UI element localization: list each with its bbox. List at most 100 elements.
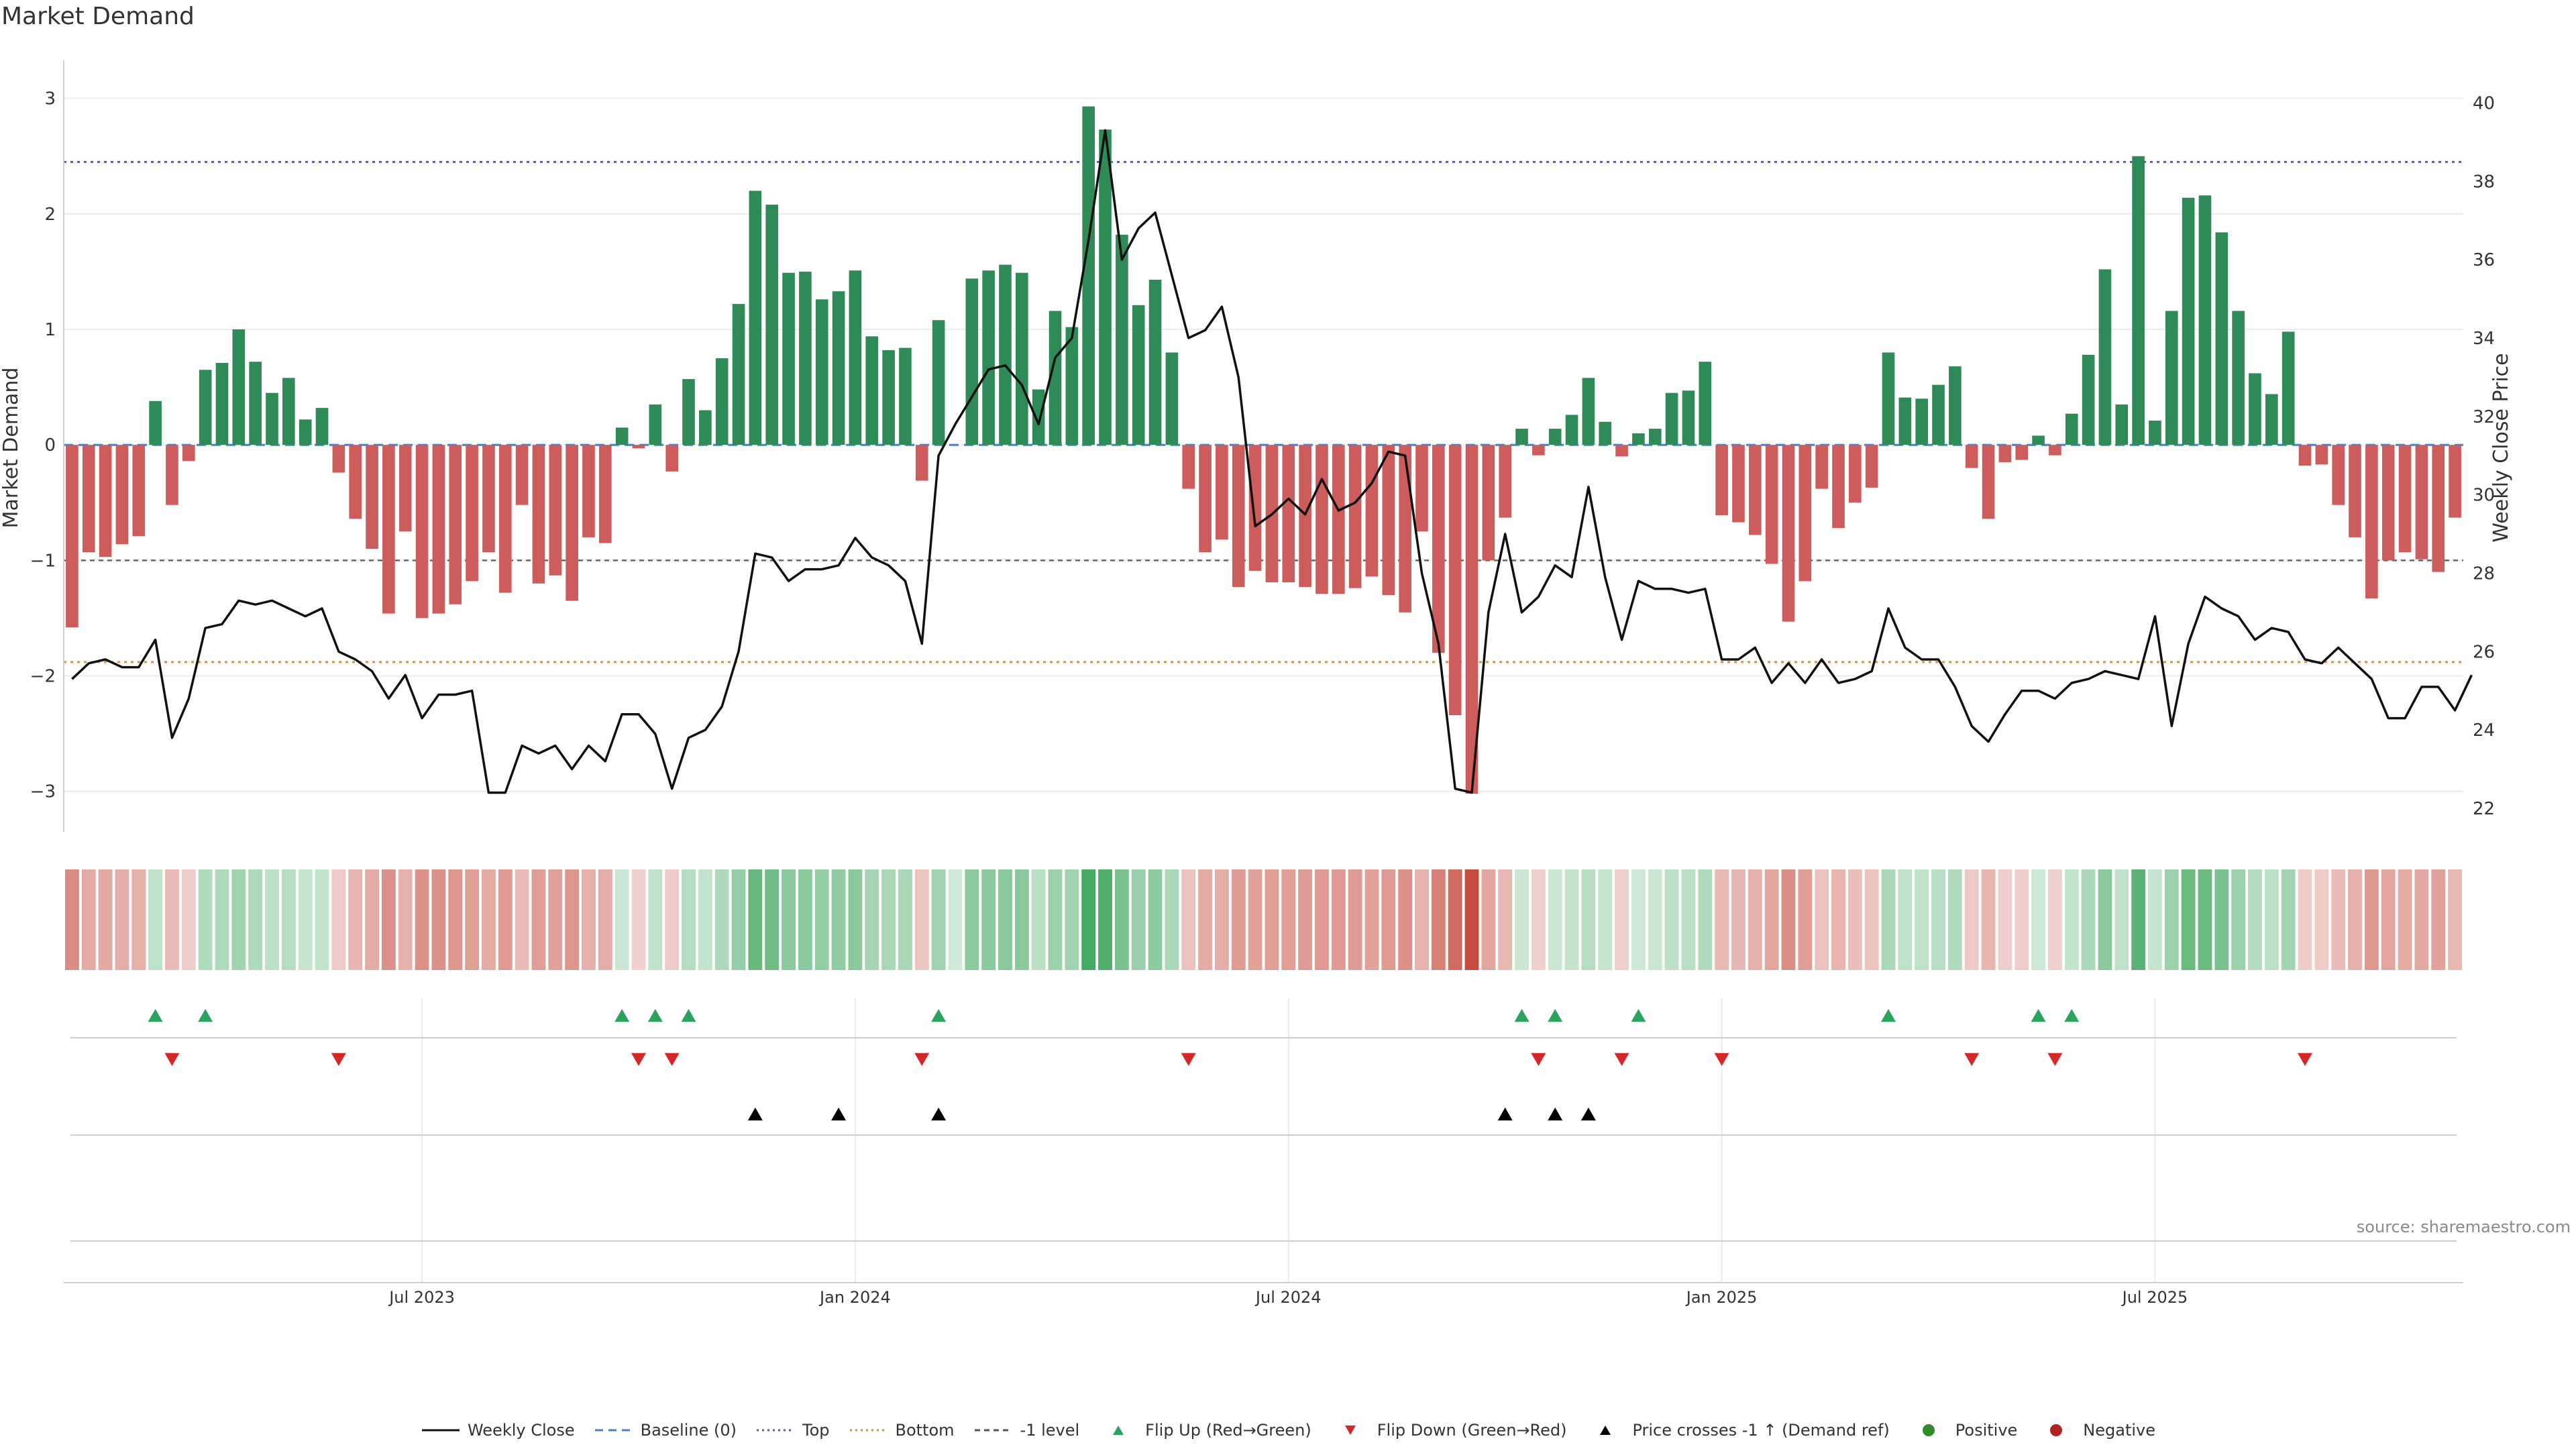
y2-tick-label: 34 [2473, 329, 2495, 349]
strip-cell [1648, 869, 1662, 970]
strip-cell [481, 869, 496, 970]
demand-bar [1316, 445, 1328, 594]
demand-bar [132, 445, 146, 537]
legend-item-bottom[interactable]: Bottom [849, 1421, 955, 1440]
demand-bar [732, 304, 745, 445]
strip-cell [965, 869, 979, 970]
strip-cell [331, 869, 346, 970]
demand-bar [1765, 445, 1778, 564]
demand-bar [115, 445, 129, 545]
demand-bar [1599, 421, 1612, 445]
demand-bar [1515, 429, 1528, 445]
strip-cell [648, 869, 663, 970]
strip-cell [582, 869, 596, 970]
legend-item-flip-down[interactable]: Flip Down (Green→Red) [1330, 1421, 1566, 1440]
demand-bar [649, 404, 662, 445]
demand-bar [2065, 413, 2078, 445]
demand-bar [1648, 429, 1662, 445]
demand-bar [1099, 129, 1112, 445]
y2-tick-label: 24 [2473, 720, 2495, 741]
legend-label: Baseline (0) [640, 1421, 737, 1440]
y2-tick-label: 28 [2473, 564, 2495, 584]
strip-cell [1831, 869, 1845, 970]
demand-bar [182, 445, 195, 462]
legend-item-positive[interactable]: Positive [1909, 1421, 2017, 1440]
y2-tick-label: 26 [2473, 642, 2495, 662]
x-tick-label: Jan 2025 [1685, 1288, 1758, 1307]
demand-bar [66, 445, 78, 628]
demand-bar [2449, 445, 2461, 518]
strip-cell [398, 869, 413, 970]
strip-cell [898, 869, 912, 970]
flip-up-marker [647, 1009, 663, 1022]
demand-bar [515, 445, 529, 505]
weekly-close-line [71, 129, 2473, 794]
demand-bar [1282, 445, 1295, 583]
y-tick-label: 1 [44, 320, 56, 340]
demand-bar [1016, 272, 1028, 445]
triangle-down-icon [1330, 1424, 1371, 1437]
demand-bar [1849, 445, 1862, 503]
demand-bar [2082, 354, 2095, 445]
legend-label: Negative [2083, 1421, 2156, 1440]
flip-down-marker [1614, 1053, 1629, 1066]
demand-bar [1232, 445, 1245, 587]
legend-item-price-cross[interactable]: Price crosses -1 ↑ (Demand ref) [1585, 1421, 1890, 1440]
demand-bar [899, 347, 912, 445]
demand-bar [2282, 331, 2295, 445]
demand-bar [1965, 445, 1978, 468]
strip-cell [1148, 869, 1163, 970]
y2-axis-label: Weekly Close Price [2489, 353, 2513, 542]
strip-cell [181, 869, 196, 970]
strip-cell [2214, 869, 2229, 970]
demand-bar [1815, 445, 1828, 489]
legend-label: Flip Up (Red→Green) [1145, 1421, 1311, 1440]
strip-cell [682, 869, 696, 970]
demand-bar [1448, 445, 1462, 716]
legend-item-top[interactable]: Top [755, 1421, 830, 1440]
demand-bar [1049, 311, 1062, 445]
x-tick-label: Jan 2024 [818, 1288, 891, 1307]
demand-bar [266, 392, 278, 445]
price-cross-marker [931, 1108, 947, 1121]
demand-bar [1799, 445, 1812, 582]
demand-bar [1532, 445, 1545, 455]
strip-cell [1748, 869, 1762, 970]
demand-bar [1882, 352, 1895, 445]
demand-bar [615, 427, 629, 445]
demand-bar [1832, 445, 1845, 529]
flip-down-marker [1531, 1053, 1546, 1066]
strip-cell [848, 869, 863, 970]
demand-bar [215, 362, 229, 445]
strip-cell [931, 869, 946, 970]
demand-bar [865, 336, 879, 445]
legend-item-minus-one[interactable]: -1 level [973, 1421, 1079, 1440]
strip-cell [1847, 869, 1862, 970]
strip-cell [2064, 869, 2079, 970]
legend-item-negative[interactable]: Negative [2036, 1421, 2155, 1440]
strip-cell [1065, 869, 1079, 970]
strip-cell [2348, 869, 2362, 970]
demand-bar [2232, 311, 2245, 445]
y2-tick-label: 40 [2473, 93, 2495, 113]
triangle-up-icon [1585, 1424, 1625, 1437]
legend-item-baseline[interactable]: Baseline (0) [594, 1421, 737, 1440]
demand-bar [2149, 421, 2161, 445]
demand-bar [2049, 445, 2061, 455]
demand-bar [532, 445, 545, 584]
strip-cell [2264, 869, 2279, 970]
price-cross-marker [1548, 1108, 1563, 1121]
flip-up-marker [1514, 1009, 1529, 1022]
legend-item-flip-up[interactable]: Flip Up (Red→Green) [1098, 1421, 1311, 1440]
price-cross-marker [747, 1108, 763, 1121]
strip-cell [365, 869, 379, 970]
demand-bar [166, 445, 178, 505]
strip-cell [148, 869, 163, 970]
legend-item-weekly-close[interactable]: Weekly Close [421, 1421, 575, 1440]
flip-down-marker [1714, 1053, 1729, 1066]
strip-cell [814, 869, 829, 970]
strip-cell [1048, 869, 1063, 970]
strip-cell [1131, 869, 1146, 970]
demand-bar [915, 445, 928, 481]
flip-down-marker [631, 1053, 646, 1066]
